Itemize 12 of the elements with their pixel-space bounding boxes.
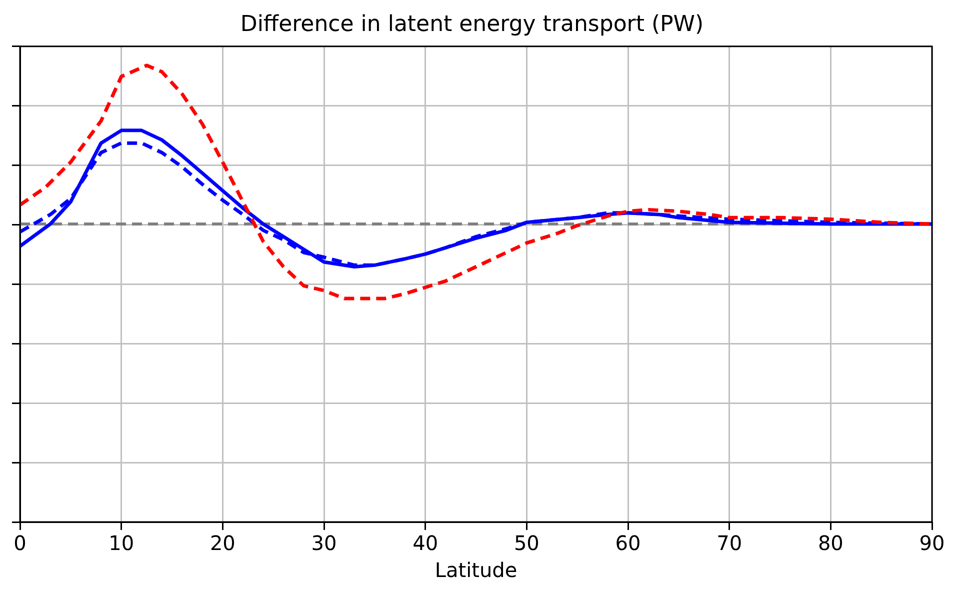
x-tick-label: 60 bbox=[615, 531, 641, 556]
x-tick-label: 80 bbox=[818, 531, 844, 556]
x-tick-label: 10 bbox=[108, 531, 134, 556]
x-tick-label: 30 bbox=[311, 531, 337, 556]
x-tick-label: 20 bbox=[210, 531, 236, 556]
x-tick-label: 50 bbox=[514, 531, 540, 556]
x-axis-title: Latitude bbox=[434, 558, 518, 582]
x-tick-label: 70 bbox=[716, 531, 742, 556]
chart-title: Difference in latent energy transport (PW) bbox=[240, 12, 704, 37]
x-tick-label: 0 bbox=[14, 531, 26, 556]
x-tick-label: 40 bbox=[412, 531, 438, 556]
x-tick-label: 90 bbox=[919, 531, 945, 556]
